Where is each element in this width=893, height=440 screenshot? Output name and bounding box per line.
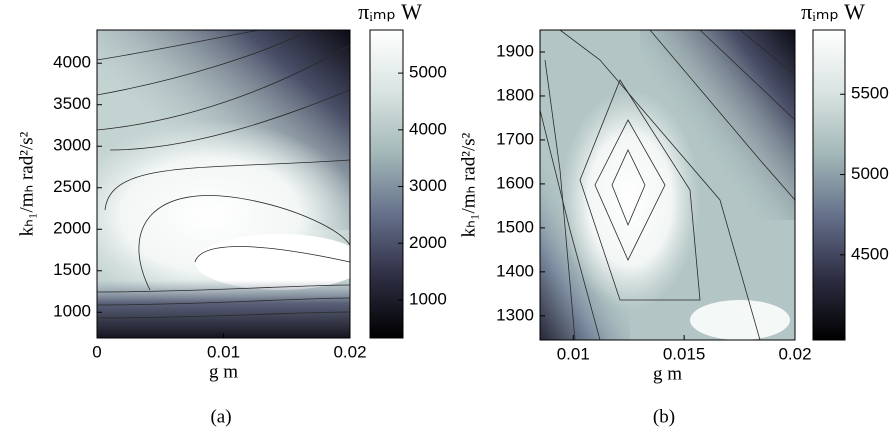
y-tick-label: 1900 <box>496 41 534 60</box>
y-tick-label: 1800 <box>496 85 534 104</box>
y-tick-label: 1400 <box>496 261 534 280</box>
colorbar-label: πᵢₘₚ W <box>358 0 422 24</box>
colorbar-tick-label: 5500 <box>851 84 889 103</box>
colorbar-label: πᵢₘₚ W <box>801 0 865 24</box>
caption: (b) <box>653 406 675 427</box>
x-tick-label: 0.01 <box>557 344 590 363</box>
y-tick-label: 4000 <box>53 53 91 72</box>
colorbar <box>812 29 846 341</box>
plot-frame <box>539 29 796 341</box>
y-tick-label: 3500 <box>53 94 91 113</box>
caption: (a) <box>210 406 231 427</box>
colorbar-tick-label: 2000 <box>409 233 447 252</box>
y-tick-label: 1600 <box>496 173 534 192</box>
contour-field <box>540 30 795 340</box>
x-axis-label: g m <box>209 361 238 382</box>
y-tick-label: 2500 <box>53 177 91 196</box>
x-tick-label: 0.015 <box>663 344 706 363</box>
x-axis-label: g m <box>653 363 682 384</box>
colorbar-tick-label: 5000 <box>409 63 447 82</box>
x-tick-label: 0.01 <box>207 342 240 361</box>
y-tick-label: 2000 <box>53 219 91 238</box>
x-tick-label: 0.02 <box>778 344 811 363</box>
colorbar <box>369 29 404 339</box>
x-tick-label: 0.02 <box>333 342 366 361</box>
x-tick-label: 0 <box>92 342 101 361</box>
y-axis-label: kₕ₁/mₕ rad²/s² <box>458 132 479 237</box>
y-tick-label: 1700 <box>496 129 534 148</box>
y-tick-label: 1300 <box>496 305 534 324</box>
colorbar-tick-label: 4500 <box>851 244 889 263</box>
contour-field <box>97 30 350 338</box>
y-tick-label: 3000 <box>53 136 91 155</box>
y-tick-label: 1000 <box>53 302 91 321</box>
colorbar-tick-label: 3000 <box>409 176 447 195</box>
colorbar-tick-label: 4000 <box>409 119 447 138</box>
y-tick-label: 1500 <box>53 260 91 279</box>
y-axis-label: kₕ₁/mₕ rad²/s² <box>16 131 37 236</box>
colorbar-tick-label: 1000 <box>409 289 447 308</box>
colorbar-tick-label: 5000 <box>851 164 889 183</box>
y-tick-label: 1500 <box>496 217 534 236</box>
